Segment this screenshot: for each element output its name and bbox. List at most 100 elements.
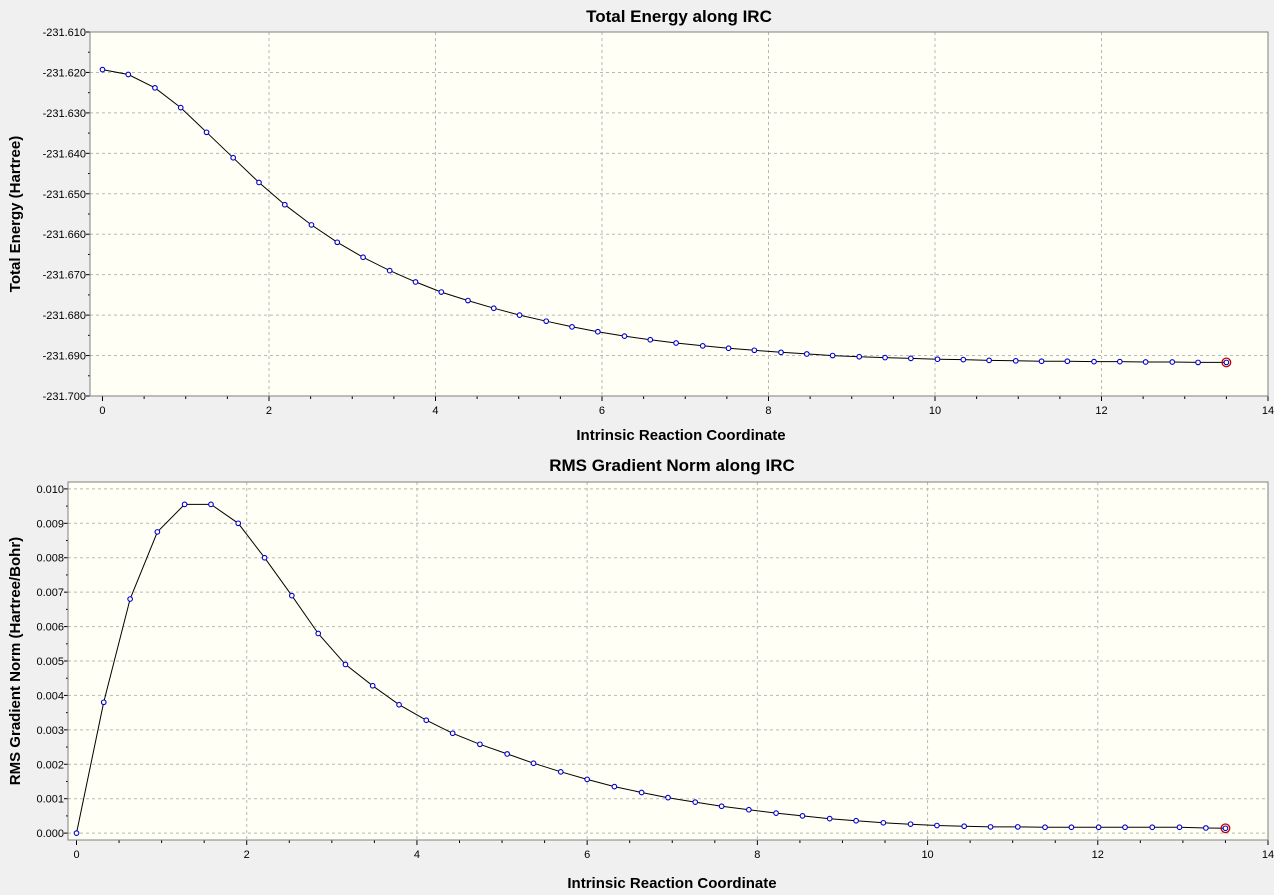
data-point[interactable] [334, 239, 341, 246]
data-point[interactable] [1095, 824, 1102, 831]
data-point[interactable] [516, 312, 523, 318]
data-point[interactable] [154, 529, 161, 535]
data-point[interactable] [412, 279, 419, 285]
data-point[interactable] [396, 701, 402, 708]
data-point[interactable] [751, 347, 758, 354]
data-point[interactable] [746, 806, 752, 813]
data-point[interactable] [1203, 825, 1209, 831]
data-point[interactable] [308, 222, 315, 228]
data-point[interactable] [504, 751, 510, 757]
y-tick-label: -231.670 [43, 270, 86, 282]
data-point[interactable] [1014, 824, 1021, 830]
data-point[interactable] [987, 824, 994, 830]
x-axis-label: Intrinsic Reaction Coordinate [567, 875, 776, 892]
data-point[interactable] [99, 66, 106, 73]
data-point[interactable] [829, 352, 836, 359]
selected-point-marker[interactable] [1221, 357, 1232, 368]
x-tick-label: 4 [414, 849, 420, 861]
data-point[interactable] [934, 356, 941, 363]
data-point[interactable] [986, 357, 992, 364]
data-point[interactable] [1222, 825, 1229, 832]
data-point[interactable] [125, 71, 132, 78]
data-point[interactable] [127, 596, 133, 602]
data-point[interactable] [647, 336, 654, 343]
data-point[interactable] [908, 355, 914, 362]
data-point[interactable] [477, 741, 483, 748]
y-tick-label: -231.660 [43, 229, 86, 241]
data-point[interactable] [100, 699, 107, 706]
data-point[interactable] [961, 823, 968, 830]
data-point[interactable] [1116, 358, 1123, 365]
data-point[interactable] [880, 819, 887, 826]
data-point[interactable] [230, 154, 237, 161]
data-point[interactable] [1068, 824, 1075, 831]
data-point[interactable] [1042, 824, 1048, 831]
data-point[interactable] [281, 201, 288, 208]
data-point[interactable] [1176, 824, 1183, 831]
data-point[interactable] [152, 84, 158, 91]
data-point[interactable] [256, 179, 262, 186]
data-point[interactable] [73, 830, 80, 836]
y-axis-label: Total Energy (Hartree) [7, 136, 24, 292]
data-point[interactable] [1064, 358, 1071, 365]
data-point[interactable] [856, 353, 863, 360]
data-point[interactable] [490, 305, 497, 312]
y-tick-label: 0.004 [36, 690, 64, 702]
plot-frame [89, 31, 1269, 397]
data-point[interactable] [960, 356, 967, 363]
y-axis-label: RMS Gradient Norm (Hartree/Bohr) [7, 537, 24, 785]
data-point[interactable] [673, 340, 679, 346]
data-point[interactable] [449, 730, 456, 737]
data-point[interactable] [423, 717, 430, 724]
data-point[interactable] [369, 682, 376, 689]
data-point[interactable] [1169, 359, 1176, 365]
data-point[interactable] [438, 289, 445, 295]
data-point[interactable] [594, 328, 601, 335]
data-point[interactable] [1149, 824, 1156, 831]
data-point[interactable] [1142, 359, 1149, 365]
data-point[interactable] [465, 297, 471, 304]
data-point[interactable] [621, 333, 628, 339]
data-point[interactable] [203, 129, 210, 136]
data-point[interactable] [1012, 357, 1019, 364]
data-point[interactable] [934, 822, 940, 829]
data-point[interactable] [692, 799, 699, 805]
data-point[interactable] [261, 554, 268, 561]
data-point[interactable] [773, 810, 779, 817]
selected-point-marker[interactable] [1220, 823, 1231, 834]
data-point[interactable] [1195, 359, 1201, 366]
data-point[interactable] [853, 817, 859, 824]
data-point[interactable] [181, 501, 188, 508]
data-point[interactable] [907, 821, 914, 828]
data-point[interactable] [826, 815, 833, 822]
data-point[interactable] [177, 104, 184, 111]
data-point[interactable] [699, 342, 706, 349]
data-point[interactable] [569, 323, 575, 330]
data-point[interactable] [235, 520, 242, 527]
data-point[interactable] [882, 354, 888, 361]
data-point[interactable] [718, 803, 725, 810]
data-point[interactable] [1091, 358, 1097, 365]
data-point[interactable] [803, 351, 810, 357]
data-point[interactable] [778, 349, 784, 356]
data-point[interactable] [342, 661, 349, 668]
series-line [76, 503, 1226, 834]
data-point[interactable] [1038, 358, 1045, 365]
data-point[interactable] [584, 776, 590, 783]
data-point[interactable] [1122, 824, 1128, 831]
data-point[interactable] [557, 768, 564, 775]
data-point[interactable] [360, 254, 366, 261]
data-point[interactable] [725, 345, 732, 352]
data-point[interactable] [1223, 359, 1230, 366]
plot-area[interactable] [90, 32, 1268, 396]
data-point[interactable] [315, 630, 322, 637]
data-point[interactable] [665, 794, 671, 801]
data-point[interactable] [611, 783, 618, 790]
data-point[interactable] [208, 501, 214, 508]
data-point[interactable] [638, 789, 645, 796]
data-point[interactable] [799, 813, 806, 819]
data-point[interactable] [288, 592, 295, 599]
data-point[interactable] [530, 760, 537, 767]
data-point[interactable] [543, 318, 550, 325]
data-point[interactable] [386, 267, 393, 274]
